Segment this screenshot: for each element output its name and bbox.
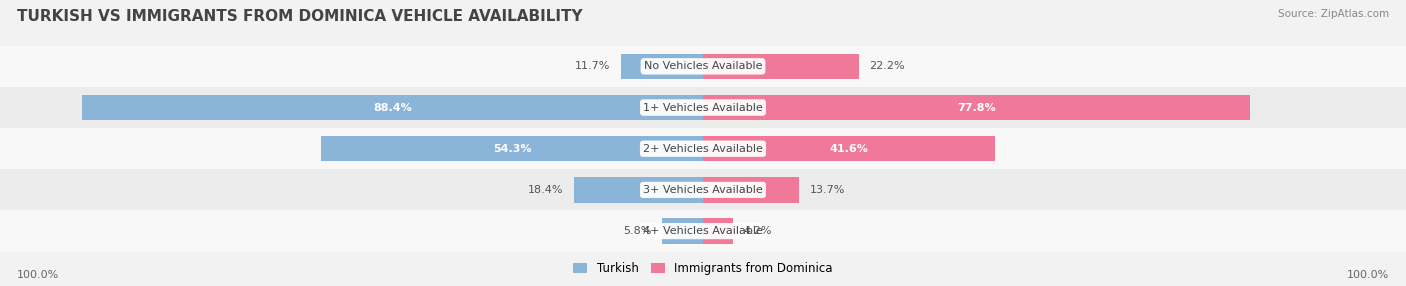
Bar <box>321 136 703 162</box>
Text: Source: ZipAtlas.com: Source: ZipAtlas.com <box>1278 9 1389 19</box>
Text: 11.7%: 11.7% <box>575 61 610 71</box>
Bar <box>703 136 995 162</box>
Bar <box>82 95 703 120</box>
Bar <box>0 128 1406 169</box>
Bar <box>703 177 799 203</box>
Text: 41.6%: 41.6% <box>830 144 869 154</box>
Bar <box>703 218 733 244</box>
Bar <box>0 169 1406 210</box>
Text: 100.0%: 100.0% <box>17 270 59 280</box>
Text: 4.2%: 4.2% <box>744 226 772 236</box>
Text: 22.2%: 22.2% <box>869 61 905 71</box>
Text: TURKISH VS IMMIGRANTS FROM DOMINICA VEHICLE AVAILABILITY: TURKISH VS IMMIGRANTS FROM DOMINICA VEHI… <box>17 9 582 23</box>
Bar <box>0 87 1406 128</box>
Bar <box>662 218 703 244</box>
Text: 4+ Vehicles Available: 4+ Vehicles Available <box>643 226 763 236</box>
Legend: Turkish, Immigrants from Dominica: Turkish, Immigrants from Dominica <box>568 258 838 280</box>
Bar <box>0 46 1406 87</box>
Text: 77.8%: 77.8% <box>957 103 995 112</box>
Bar <box>703 53 859 79</box>
Bar <box>574 177 703 203</box>
Text: 1+ Vehicles Available: 1+ Vehicles Available <box>643 103 763 112</box>
Text: No Vehicles Available: No Vehicles Available <box>644 61 762 71</box>
Text: 88.4%: 88.4% <box>373 103 412 112</box>
Text: 5.8%: 5.8% <box>623 226 652 236</box>
Text: 54.3%: 54.3% <box>494 144 531 154</box>
Text: 18.4%: 18.4% <box>527 185 564 195</box>
Text: 13.7%: 13.7% <box>810 185 845 195</box>
Text: 3+ Vehicles Available: 3+ Vehicles Available <box>643 185 763 195</box>
Bar <box>703 95 1250 120</box>
Text: 2+ Vehicles Available: 2+ Vehicles Available <box>643 144 763 154</box>
Bar <box>621 53 703 79</box>
Text: 100.0%: 100.0% <box>1347 270 1389 280</box>
Bar <box>0 210 1406 252</box>
